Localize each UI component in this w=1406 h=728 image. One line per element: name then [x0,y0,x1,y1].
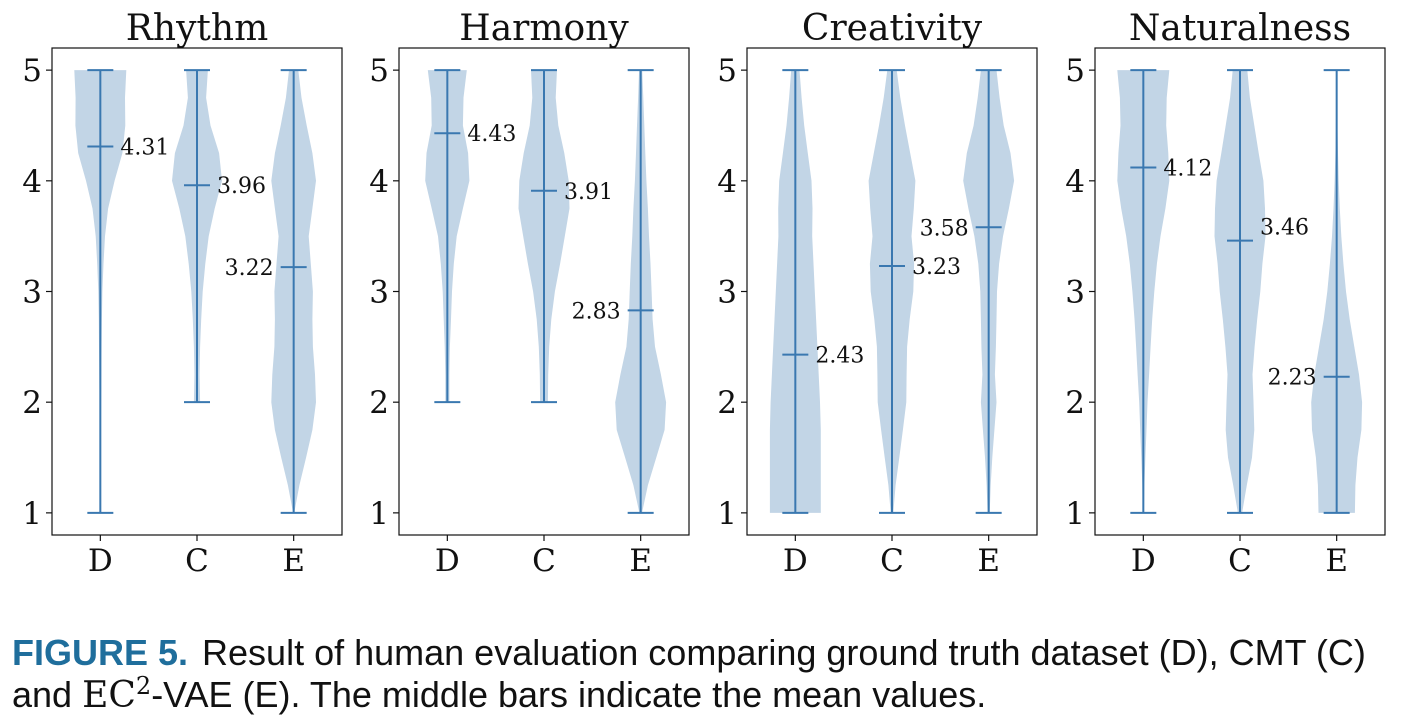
mean-label-C: 3.46 [1260,216,1309,241]
panel-title: Rhythm [126,8,268,49]
y-tick-label-1: 1 [1065,496,1085,532]
x-tick-label-C: C [185,543,209,579]
mean-label-E: 2.83 [572,299,621,324]
caption-text-part1: Result of human evaluation comparing gro… [12,632,1366,715]
y-tick-label-5: 5 [22,53,42,89]
mean-label-E: 3.58 [920,216,969,241]
mean-label-E: 3.22 [225,256,274,281]
panel-harmony: Harmony 4.43 D 3.91 C 2.83 E 1 2 3 4 5 [369,8,690,579]
panel-rhythm: Rhythm 4.31 D 3.96 C 3.22 E 1 2 3 4 5 [22,8,343,579]
y-tick-label-1: 1 [369,496,389,532]
x-tick-label-E: E [1325,543,1348,579]
y-tick-label-3: 3 [1065,275,1085,311]
plot-frame [746,47,1038,536]
mean-label-C: 3.91 [564,180,613,205]
y-tick-label-5: 5 [717,53,737,89]
y-tick-label-1: 1 [717,496,737,532]
y-tick-label-3: 3 [22,275,42,311]
caption-text-part2: -VAE (E). The middle bars indicate the m… [151,674,987,715]
y-tick-label-3: 3 [717,275,737,311]
y-tick-label-5: 5 [369,53,389,89]
mean-label-D: 4.31 [120,136,169,161]
plot-frame [398,47,690,536]
y-tick-label-3: 3 [369,275,389,311]
mean-label-C: 3.23 [912,255,961,280]
y-tick-label-2: 2 [717,385,737,421]
x-tick-label-E: E [629,543,652,579]
x-tick-label-E: E [977,543,1000,579]
x-tick-label-C: C [880,543,904,579]
panel-creativity: Creativity 2.43 D 3.23 C 3.58 E 1 2 3 4 5 [717,8,1038,579]
plot-frame [1094,47,1386,536]
panel-naturalness: Naturalness 4.12 D 3.46 C 2.23 E 1 2 3 4 5 [1065,8,1386,579]
y-tick-label-1: 1 [22,496,42,532]
plot-frame [51,47,343,536]
panel-title: Naturalness [1129,8,1351,49]
x-tick-label-D: D [1131,543,1156,579]
x-tick-label-D: D [783,543,808,579]
y-tick-label-4: 4 [369,164,389,200]
mean-label-D: 4.43 [467,122,516,147]
y-tick-label-2: 2 [369,385,389,421]
mean-label-D: 2.43 [815,344,864,369]
x-tick-label-E: E [282,543,305,579]
violin-figure: Rhythm 4.31 D 3.96 C 3.22 E 1 2 3 4 5 Harmony 4.43 D 3.… [22,8,1386,579]
caption-ec: EC [82,675,136,716]
y-tick-label-4: 4 [1065,164,1085,200]
figure-caption: FIGURE 5. Result of human evaluation comp… [12,632,1402,717]
mean-label-E: 2.23 [1268,366,1317,391]
y-tick-label-5: 5 [1065,53,1085,89]
y-tick-label-4: 4 [22,164,42,200]
caption-superscript: 2 [135,672,152,700]
x-tick-label-C: C [1228,543,1252,579]
panel-title: Creativity [802,8,983,49]
mean-label-C: 3.96 [217,174,266,199]
x-tick-label-D: D [88,543,113,579]
y-tick-label-4: 4 [717,164,737,200]
mean-label-D: 4.12 [1163,157,1212,182]
y-tick-label-2: 2 [1065,385,1085,421]
y-tick-label-2: 2 [22,385,42,421]
caption-label: FIGURE 5. [12,632,189,673]
x-tick-label-D: D [435,543,460,579]
x-tick-label-C: C [532,543,556,579]
panel-title: Harmony [459,8,629,49]
